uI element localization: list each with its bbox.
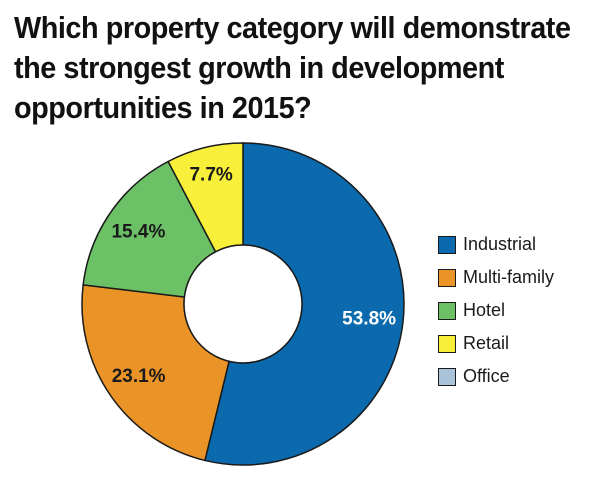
legend-label-retail: Retail — [463, 333, 510, 353]
legend: Industrial Multi-family Hotel Retail Off… — [438, 228, 554, 393]
chart-title-line-2: the strongest growth in development — [14, 50, 504, 85]
chart-title-line-1: Which property category will demonstrate — [14, 10, 571, 45]
data-label-hotel: 15.4% — [111, 221, 165, 242]
legend-swatch-retail — [438, 334, 456, 353]
legend-item-office: Office — [438, 360, 554, 393]
data-label-retail: 7.7% — [189, 164, 232, 185]
legend-label-office: Office — [463, 366, 510, 386]
legend-swatch-industrial — [438, 235, 456, 254]
legend-label-hotel: Hotel — [463, 300, 506, 320]
legend-label-industrial: Industrial — [463, 234, 537, 254]
chart-title: Which property category will demonstrate… — [14, 8, 571, 128]
legend-item-multi-family: Multi-family — [438, 261, 554, 294]
legend-swatch-multi-family — [438, 268, 456, 287]
data-label-industrial: 53.8% — [342, 309, 396, 330]
legend-swatch-office — [438, 367, 456, 386]
legend-item-retail: Retail — [438, 327, 554, 360]
legend-swatch-hotel — [438, 301, 456, 320]
donut-hole — [183, 244, 303, 364]
chart-title-line-3: opportunities in 2015? — [14, 90, 312, 125]
legend-item-industrial: Industrial — [438, 228, 554, 261]
legend-item-hotel: Hotel — [438, 294, 554, 327]
legend-label-multi-family: Multi-family — [463, 267, 555, 287]
data-label-multi-family: 23.1% — [112, 366, 166, 387]
